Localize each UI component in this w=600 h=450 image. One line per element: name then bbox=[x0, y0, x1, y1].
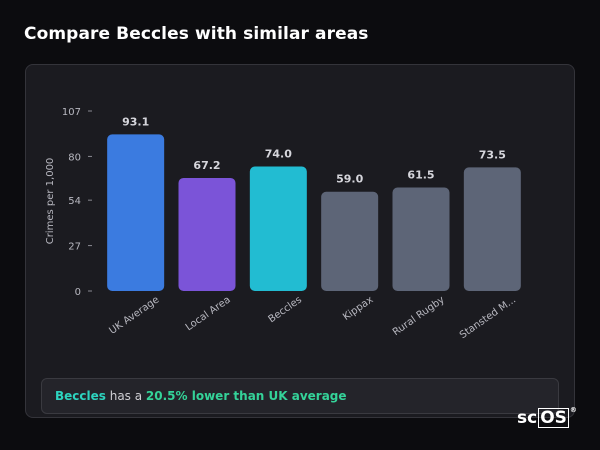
x-tick-label: Kippax bbox=[341, 294, 375, 323]
bar bbox=[463, 167, 521, 291]
bar bbox=[392, 187, 450, 291]
bar bbox=[249, 166, 307, 291]
bar bbox=[321, 191, 379, 291]
brand-logo: sc OS ® bbox=[517, 406, 577, 428]
x-tick-label: Rural Rugby bbox=[391, 294, 447, 338]
x-tick-label: Local Area bbox=[184, 294, 233, 333]
summary-text: has a bbox=[105, 389, 146, 403]
bar-value-label: 59.0 bbox=[336, 173, 363, 186]
x-tick-label: UK Average bbox=[107, 294, 161, 336]
bar-value-label: 93.1 bbox=[122, 115, 149, 128]
bar-value-label: 61.5 bbox=[407, 169, 434, 182]
y-tick-label: 27 bbox=[68, 242, 81, 253]
chart-card: 0 27 54 80 107 Crimes per 1,000 93.1 UK Average… bbox=[25, 64, 575, 418]
summary-banner: Beccles has a 20.5% lower than UK averag… bbox=[41, 378, 559, 414]
bar-value-label: 73.5 bbox=[479, 148, 506, 161]
y-tick-label: 80 bbox=[68, 152, 81, 163]
y-tick-label: 54 bbox=[68, 196, 81, 207]
x-tick-label: Beccles bbox=[266, 294, 304, 325]
bar-chart: 0 27 54 80 107 Crimes per 1,000 93.1 UK Average… bbox=[45, 107, 521, 341]
y-tick-label: 0 bbox=[75, 287, 81, 298]
summary-place: Beccles bbox=[55, 389, 106, 403]
y-tick-label: 107 bbox=[62, 107, 81, 118]
bar bbox=[178, 177, 236, 291]
page-title: Compare Beccles with similar areas bbox=[24, 24, 369, 44]
bar bbox=[107, 134, 165, 291]
x-tick-label: Stansted M... bbox=[458, 294, 518, 341]
summary-delta: 20.5% lower than UK average bbox=[145, 389, 347, 403]
bar-value-label: 67.2 bbox=[193, 159, 220, 172]
bar-value-label: 74.0 bbox=[265, 148, 292, 161]
y-axis-label: Crimes per 1,000 bbox=[45, 158, 56, 245]
